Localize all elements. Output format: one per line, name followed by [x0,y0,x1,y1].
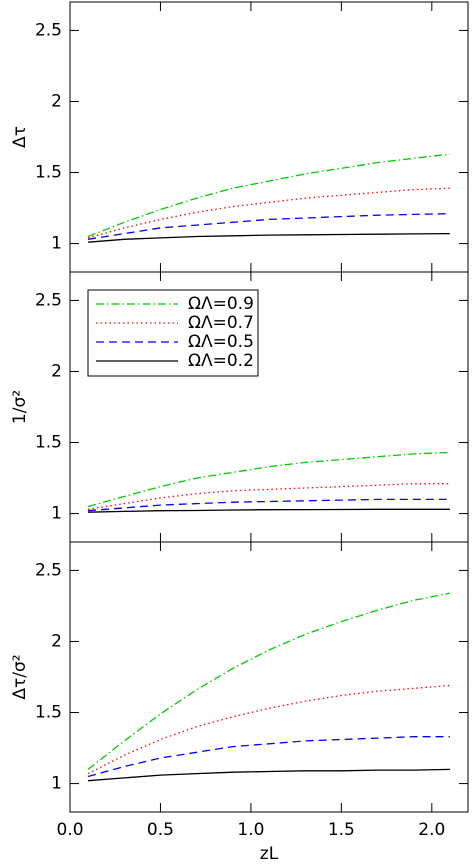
series-line [88,232,450,243]
series-line [87,153,450,238]
series-line [87,213,450,240]
series-line [88,768,450,782]
series-line [88,508,450,513]
series-line [87,736,450,778]
y-tick-label: 2 [51,91,62,111]
legend-label: ΩΛ=0.5 [188,332,254,352]
series-line [87,451,450,508]
legend-label: ΩΛ=0.2 [188,351,254,371]
y-tick-label: 2 [51,631,62,651]
y-tick-label: 1.5 [35,163,62,183]
x-tick-label: 1.0 [237,820,264,840]
series-line [87,684,450,775]
y-tick-label: 2.5 [35,560,62,580]
x-tick-label: 1.5 [328,820,355,840]
y-tick-label: 1 [51,774,62,794]
series-line [87,592,451,770]
series-line [88,498,450,512]
y-axis-title: Δτ [10,126,30,148]
y-tick-label: 1 [51,234,62,254]
plot-frame [69,1,469,273]
plot-frame [69,541,469,813]
y-axis-title: Δτ/σ² [10,654,30,699]
legend-label: ΩΛ=0.7 [188,313,254,333]
x-tick-label: 0.5 [147,820,174,840]
y-tick-label: 1.5 [35,703,62,723]
legend-label: ΩΛ=0.9 [188,294,254,314]
y-tick-label: 2 [51,361,62,381]
y-tick-label: 2.5 [35,290,62,310]
x-tick-label: 2.0 [418,820,445,840]
series-line [87,483,450,510]
series-line [87,187,450,239]
y-tick-label: 2.5 [35,20,62,40]
y-tick-label: 1 [51,504,62,524]
x-axis-title: zL [260,844,279,864]
y-tick-label: 1.5 [35,433,62,453]
y-axis-title: 1/σ² [10,390,30,424]
x-tick-label: 0.0 [56,820,83,840]
